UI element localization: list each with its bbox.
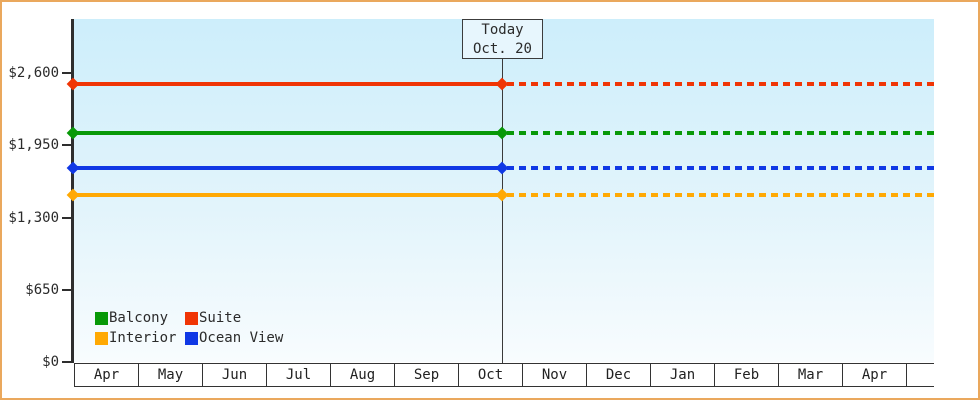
series-line-dashed-interior [507, 193, 934, 197]
legend-item-suite: Suite [185, 311, 283, 325]
month-cell-9: Jan [650, 364, 714, 386]
legend-swatch-icon [185, 331, 198, 345]
month-cell-11: Mar [778, 364, 842, 386]
today-label: Today [481, 22, 524, 38]
legend-label: Interior [109, 330, 177, 346]
today-marker-box: Today Oct. 20 [462, 19, 543, 59]
month-cell-6: Oct [458, 364, 522, 386]
y-axis-tick-label: $2,600 [8, 65, 59, 81]
legend-item-ocean-view: Ocean View [185, 331, 283, 345]
series-line-dashed-balcony [507, 131, 934, 135]
month-cell-12: Apr [842, 364, 906, 386]
legend-swatch-icon [95, 311, 108, 325]
legend-swatch-icon [95, 331, 108, 345]
today-date: Oct. 20 [472, 41, 532, 57]
legend-item-interior: Interior [95, 331, 185, 345]
series-line-dashed-suite [507, 82, 934, 86]
y-axis-tick [62, 144, 71, 147]
y-axis-tick-label: $650 [25, 281, 59, 298]
month-cell-7: Nov [522, 364, 586, 386]
legend-label: Ocean View [199, 330, 284, 346]
legend: Balcony Suite Interior Ocean View [95, 311, 283, 345]
month-cell-10: Feb [714, 364, 778, 386]
y-axis-tick-label: $0 [42, 354, 59, 370]
series-line-dashed-ocean-view [507, 166, 934, 170]
month-cell-4: Aug [330, 364, 394, 386]
month-cell-8: Dec [586, 364, 650, 386]
y-axis-tick [62, 72, 71, 74]
y-axis-tick [62, 216, 71, 219]
legend-item-balcony: Balcony [95, 311, 185, 325]
series-line-solid-suite [74, 82, 502, 86]
legend-swatch-icon [185, 311, 198, 325]
legend-label: Balcony [109, 310, 169, 326]
y-axis-tick [62, 361, 71, 363]
month-cell-5: Sep [394, 364, 458, 386]
series-line-solid-balcony [74, 131, 502, 135]
today-vertical-line [502, 59, 503, 363]
series-line-solid-ocean-view [74, 166, 502, 170]
month-cell-1: May [138, 364, 202, 386]
y-axis-tick-label: $1,950 [8, 137, 59, 154]
x-axis-month-row: Apr May Jun Jul Aug Sep Oct Nov Dec Jan Feb Mar Apr [74, 363, 934, 387]
month-cell-2: Jun [202, 364, 266, 386]
month-cell-3: Jul [266, 364, 330, 386]
y-axis-tick-label: $1,300 [8, 209, 59, 226]
month-cell-0: Apr [74, 364, 138, 386]
month-cell-filler [906, 364, 934, 386]
legend-label: Suite [199, 310, 242, 326]
y-axis-tick [62, 288, 71, 291]
series-line-solid-interior [74, 193, 502, 197]
